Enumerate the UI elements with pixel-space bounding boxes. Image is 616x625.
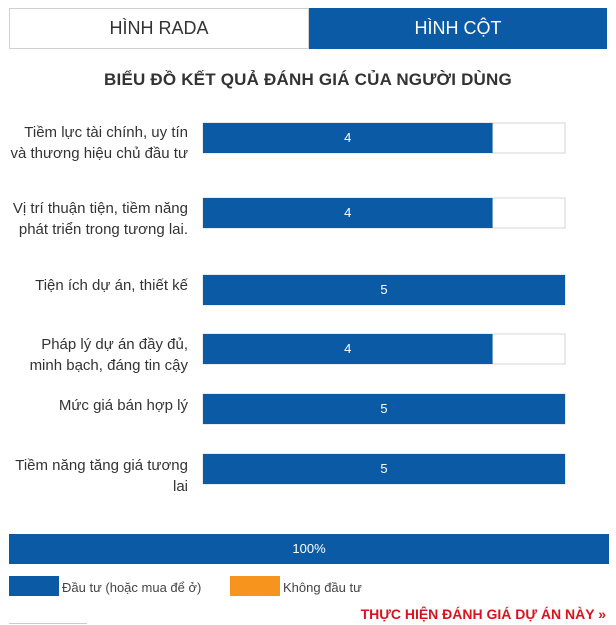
bar-value-label: 4	[344, 130, 352, 145]
divider	[9, 623, 87, 624]
bar	[203, 334, 493, 364]
legend-label-no-invest: Không đầu tư	[283, 580, 362, 595]
legend: Đầu tư (hoặc mua để ở) Không đầu tư	[0, 576, 616, 598]
bar	[203, 198, 493, 228]
bar-chart	[202, 122, 566, 485]
summary-bar	[9, 534, 609, 564]
bar	[203, 394, 565, 424]
legend-swatch-invest	[9, 576, 59, 596]
bar-value-label: 5	[380, 282, 388, 297]
tab-bar[interactable]: HÌNH CỘT	[309, 8, 607, 49]
legend-swatch-no-invest	[230, 576, 280, 596]
chart-title: BIỂU ĐỒ KẾT QUẢ ĐÁNH GIÁ CỦA NGƯỜI DÙNG	[104, 70, 512, 89]
category-label: Vị trí thuận tiện, tiềm năng phát triển …	[12, 200, 188, 238]
category-label: Tiềm năng tăng giá tương lai	[15, 457, 188, 495]
bar-value-label: 4	[344, 341, 352, 356]
category-label: Tiện ích dự án, thiết kế	[35, 277, 188, 294]
bar	[203, 454, 565, 484]
bar	[203, 123, 493, 153]
chart-type-tabs: HÌNH RADA HÌNH CỘT	[9, 8, 607, 49]
tab-radar[interactable]: HÌNH RADA	[9, 8, 309, 49]
category-label: Tiềm lực tài chính, uy tín và thương hiệ…	[10, 124, 188, 162]
bar	[203, 275, 565, 305]
bar-value-label: 4	[344, 205, 352, 220]
legend-label-invest: Đầu tư (hoặc mua để ở)	[62, 580, 202, 595]
bar-value-label: 5	[380, 461, 388, 476]
summary-bar-label: 100%	[292, 541, 326, 556]
bar-value-label: 5	[380, 401, 388, 416]
category-label: Mức giá bán hợp lý	[58, 397, 188, 414]
category-label: Pháp lý dự án đầy đủ, minh bạch, đáng ti…	[29, 336, 188, 374]
rate-project-link[interactable]: THỰC HIỆN ĐÁNH GIÁ DỰ ÁN NÀY »	[360, 606, 606, 622]
